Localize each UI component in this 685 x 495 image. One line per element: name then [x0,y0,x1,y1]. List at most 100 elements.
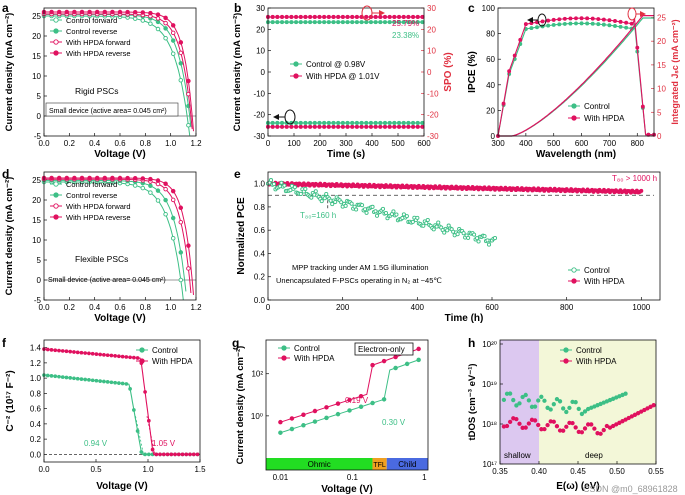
jv-point [132,175,138,181]
spo-point [289,14,294,20]
ms-point [176,452,181,457]
ipce-point [640,104,645,109]
ipce-point [613,24,617,28]
control-point [394,212,399,217]
e-xtick-label: 600 [485,303,499,312]
jv-point [148,183,153,189]
ipce-point [529,21,534,26]
f-ytick-label: 1.4 [30,344,42,353]
ipce-point [579,16,584,21]
panel-label-a: a [2,1,9,15]
spo-point [322,14,327,20]
jv-ytick-label: 15 [32,216,41,225]
jsc-point [275,120,280,126]
ms-point [132,408,136,412]
control-point [298,191,303,196]
legend-marker [281,345,287,351]
ms-point [64,349,69,354]
c-xtick-label: 500 [547,139,561,148]
legend-label: Control @ 0.98V [306,60,366,69]
c-xtick-label: 700 [603,139,617,148]
jv-xtick-label: 1.0 [165,303,177,312]
jsc-point [294,124,299,129]
jv-point [79,9,85,15]
jsc-point [415,120,420,126]
ipce-point [607,18,612,23]
jv-point [64,9,70,15]
c-xtick-label: 600 [575,139,589,148]
ms-point [45,347,50,352]
control-point [523,392,528,398]
ipce-point [546,23,551,28]
ms-point [124,382,129,386]
f-ytick-label: 1.2 [30,359,42,368]
ms-point [184,452,189,457]
control-point [514,403,519,408]
f-ytick-label: 0.4 [30,420,42,429]
control-point [567,405,572,411]
control-point [319,199,324,204]
spo-point [345,20,350,25]
spo-point [294,20,299,25]
jv-xtick-label: 0.0 [38,303,50,312]
ms-point [57,374,61,379]
jv-point [132,9,138,15]
b-xtick-label: 400 [365,139,379,148]
g-xtick-label: 0.01 [273,473,289,482]
jv-point [140,185,146,191]
hpda-point [570,420,575,426]
panel-a: a 0.0 0.2 0.4 0.6 0.8 1.0 1.2 -5 0 5 10 15 20 25 Volt… [2,1,202,160]
spo-point [270,20,275,25]
spo-point [331,20,336,25]
sclc-point [324,415,329,421]
sclc-point [416,357,421,363]
ylabel-e: Normalized PCE [236,197,247,275]
hpda-point [551,419,556,424]
jv-point [170,51,176,57]
b-xtick-label: 200 [313,139,327,148]
ipce-point [596,17,601,21]
sclc-point [381,397,387,402]
xlabel-a: Voltage (V) [94,149,145,160]
jsc-point [284,124,289,129]
b-ytick-label: 0 [261,68,266,77]
spo-point [308,20,313,25]
control-point [476,239,481,244]
ms-point [45,373,50,378]
spo-point [392,14,397,20]
e-xtick-label: 1000 [632,303,650,312]
legend-label: With HPDA reverse [66,49,131,58]
ipce-point [607,23,612,28]
b-ytick-label: -30 [253,132,265,141]
jv-xtick-label: 1.0 [165,139,177,148]
legend-marker [53,203,59,209]
hpda-point [639,188,644,193]
jsc-point [345,124,350,129]
ms-point [109,353,114,358]
jsc-point [326,124,331,129]
jv-xtick-label: 0.0 [38,139,50,148]
panel-b: b 0 100 200 300 400 500 600-30-20-100102030-30… [232,1,454,160]
jsc-point [331,124,336,129]
electron-only-label: Electron-only [358,345,405,354]
ms-point [87,378,91,382]
sclc-point [289,416,295,421]
jv-point [163,35,168,41]
jv-point [125,175,130,181]
spo-point [340,20,345,25]
sclc-point [393,365,398,371]
spo-point [392,20,397,25]
ms-point [120,354,125,359]
spo-point [364,14,369,20]
jv-point [148,10,153,16]
spo-point [326,20,331,25]
ms-point [75,350,80,355]
legend-label: Control [584,102,610,111]
legend-e: Control With HPDA [568,266,625,286]
jv-point [49,175,54,181]
sclc-point [278,430,283,435]
control-point [557,399,563,404]
c-xtick-label: 400 [519,139,533,148]
control-point [536,398,541,403]
